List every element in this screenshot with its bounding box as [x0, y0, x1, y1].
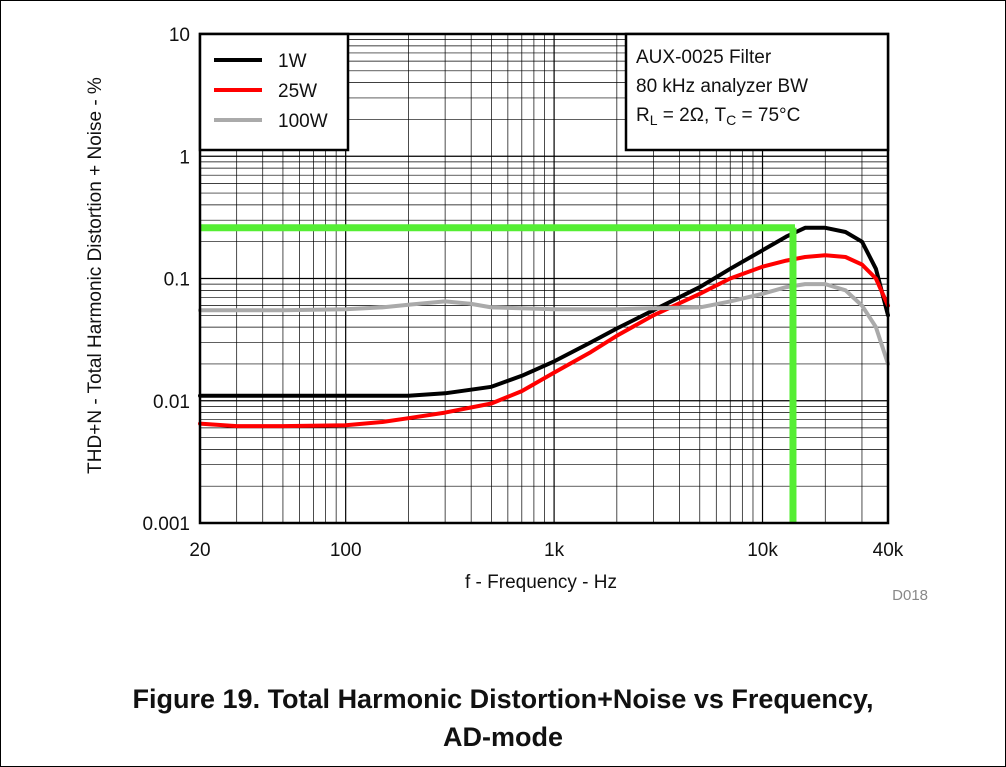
x-tick-label: 1k: [544, 540, 565, 561]
x-tick-label: 10k: [747, 540, 778, 561]
legend-label-100w: 100W: [278, 111, 328, 132]
annotation-line: RL = 2Ω, TC = 75°C: [636, 105, 800, 128]
y-tick-label: 0.001: [142, 514, 190, 535]
annotation-line: AUX-0025 Filter: [636, 47, 772, 68]
y-tick-label: 0.01: [153, 392, 190, 413]
y-tick-label: 10: [169, 25, 190, 46]
figure-code: D018: [892, 587, 928, 604]
legend-label-25w: 25W: [278, 81, 317, 102]
annotation-box: [624, 32, 890, 152]
y-tick-label: 1: [179, 147, 190, 168]
annotation-line: 80 kHz analyzer BW: [636, 76, 808, 97]
figure-caption-line2: AD-mode: [443, 722, 563, 752]
x-tick-label: 20: [189, 540, 210, 561]
y-tick-label: 0.1: [164, 270, 190, 291]
y-axis-label: THD+N - Total Harmonic Distortion + Nois…: [85, 77, 106, 474]
x-axis-label: f - Frequency - Hz: [465, 572, 617, 593]
series-line-1w: [198, 225, 890, 398]
annotation-text: = 2Ω, T: [658, 105, 727, 126]
annotation-subscript: C: [726, 112, 736, 128]
series-line-25w: [198, 253, 890, 429]
figure-caption-line1: Figure 19. Total Harmonic Distortion+Noi…: [132, 684, 874, 714]
plot-border: [198, 32, 890, 525]
series-line-100w: [198, 282, 890, 366]
annotation-text: = 75°C: [736, 105, 800, 126]
x-tick-label: 40k: [873, 540, 904, 561]
legend-label-1w: 1W: [278, 51, 307, 72]
thd-chart: 10 1 0.1 0.01 0.001 20 100 1k 10k 40k f - Frequenc…: [85, 25, 928, 604]
annotation-subscript: L: [650, 112, 658, 128]
annotation-text: R: [636, 105, 650, 126]
x-tick-label: 100: [330, 540, 362, 561]
